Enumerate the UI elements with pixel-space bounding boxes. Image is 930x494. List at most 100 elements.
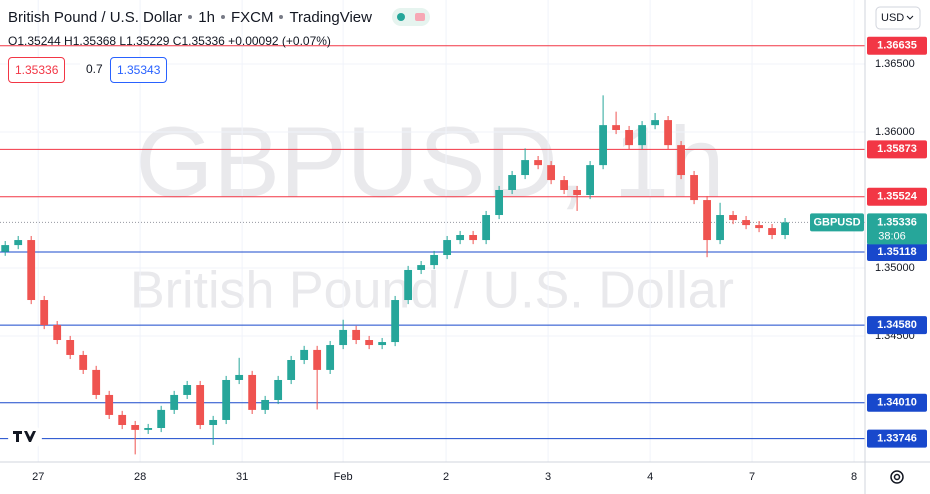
candle-body xyxy=(287,359,296,380)
candle-body xyxy=(547,165,556,181)
candle-body xyxy=(79,354,88,370)
source: TradingView xyxy=(289,8,372,26)
level-label: 1.36635 xyxy=(877,40,917,52)
y-tick-label: 1.35000 xyxy=(875,262,915,274)
candle-body xyxy=(1,245,10,252)
candle-body xyxy=(443,240,452,256)
candle-body xyxy=(105,394,114,415)
y-tick-label: 1.36000 xyxy=(875,126,915,138)
candle-body xyxy=(456,235,465,241)
level-label: 1.35524 xyxy=(877,191,918,203)
candle-body xyxy=(157,409,166,428)
symbol-header: British Pound / U.S. Dollar 1h FXCM Trad… xyxy=(8,8,430,26)
buy-button[interactable]: 1.35343 xyxy=(110,57,168,83)
level-label: 1.35118 xyxy=(877,246,916,258)
candle-body xyxy=(365,340,374,346)
candle-body xyxy=(430,255,439,266)
candle-body xyxy=(274,379,283,400)
candle-body xyxy=(183,385,192,395)
candle-body xyxy=(755,225,763,229)
candle-body xyxy=(651,120,659,126)
candle-body xyxy=(495,189,504,216)
candle-body xyxy=(352,329,361,341)
countdown: 38:06 xyxy=(878,230,906,242)
settings-icon[interactable] xyxy=(890,470,904,484)
candle-body xyxy=(118,414,127,426)
x-tick-label: Feb xyxy=(334,471,353,483)
candle-body xyxy=(417,265,426,270)
candle-body xyxy=(677,145,685,176)
candle-body xyxy=(66,340,75,355)
candle-body xyxy=(313,349,322,370)
candle-body xyxy=(196,385,205,426)
x-tick-label: 28 xyxy=(134,471,146,483)
level-label-box xyxy=(867,316,927,335)
candle-body xyxy=(625,130,633,146)
last-price-box xyxy=(867,213,927,245)
candle-body xyxy=(222,379,231,420)
candle-body xyxy=(508,175,517,190)
x-tick-label: 7 xyxy=(749,471,755,483)
candle-body xyxy=(664,120,672,146)
x-tick-label: 27 xyxy=(32,471,44,483)
exchange: FXCM xyxy=(230,8,274,26)
tv-logo[interactable] xyxy=(8,424,42,450)
last-price-label: 1.35336 xyxy=(877,216,917,228)
candle-body xyxy=(170,394,179,410)
ohlc-legend: O1.35244 H1.35368 L1.35229 C1.35336 +0.0… xyxy=(8,34,331,48)
x-tick-label: 2 xyxy=(443,471,449,483)
candle-body xyxy=(729,215,737,221)
x-tick-label: 31 xyxy=(236,471,248,483)
candle-body xyxy=(586,165,594,196)
level-label: 1.34010 xyxy=(877,397,917,409)
candle-body xyxy=(209,419,218,426)
currency-button[interactable]: USD xyxy=(875,6,921,30)
x-tick-label: 8 xyxy=(851,471,857,483)
candle-body xyxy=(40,300,49,326)
candle-body xyxy=(768,228,776,236)
candle-body xyxy=(612,125,620,131)
candle-body xyxy=(703,200,711,241)
level-label: 1.35873 xyxy=(877,143,917,155)
interval: 1h xyxy=(198,8,215,26)
currency: USD xyxy=(881,12,904,24)
x-tick-label: 4 xyxy=(647,471,653,483)
candle-body xyxy=(573,189,581,196)
spread: 0.7 xyxy=(80,57,109,81)
candle-body xyxy=(131,425,140,430)
level-label-box xyxy=(867,187,927,206)
candle-body xyxy=(27,240,36,301)
sell-button[interactable]: 1.35336 xyxy=(8,57,66,83)
candle-body xyxy=(742,220,750,226)
candle-body xyxy=(326,345,335,370)
candle-body xyxy=(391,300,400,343)
candle-body xyxy=(482,215,491,241)
watermark-subtitle: British Pound / U.S. Dollar xyxy=(130,262,734,320)
candle-body xyxy=(690,175,698,201)
candle-body xyxy=(521,160,530,176)
candle-body xyxy=(404,269,413,301)
candle-body xyxy=(716,215,724,241)
candle-body xyxy=(248,374,257,410)
level-label-box xyxy=(867,36,927,55)
candle-body xyxy=(261,399,270,410)
symbol-label-box xyxy=(810,213,864,232)
status-icons[interactable] xyxy=(391,8,430,26)
level-label: 1.34580 xyxy=(877,319,917,331)
candle-body xyxy=(92,369,101,395)
candle-body xyxy=(339,329,348,346)
candle-body xyxy=(378,342,387,346)
candle-body xyxy=(235,374,244,380)
candle-body xyxy=(638,125,646,146)
candle-body xyxy=(53,325,62,341)
candle-body xyxy=(14,240,23,246)
candle-body xyxy=(534,160,543,166)
candle-body xyxy=(599,125,607,166)
candle-body xyxy=(781,222,789,236)
y-tick-label: 1.36500 xyxy=(875,58,915,70)
symbol-name: British Pound / U.S. Dollar xyxy=(8,8,183,26)
symbol-label: GBPUSD xyxy=(813,216,860,228)
level-label-box xyxy=(867,243,927,262)
